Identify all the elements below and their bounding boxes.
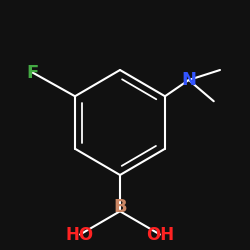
Text: N: N <box>181 71 196 89</box>
Text: HO: HO <box>66 226 94 244</box>
Text: B: B <box>113 198 127 216</box>
Text: OH: OH <box>146 226 174 244</box>
Text: F: F <box>26 64 38 82</box>
